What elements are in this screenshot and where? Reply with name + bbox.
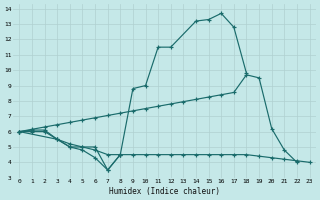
X-axis label: Humidex (Indice chaleur): Humidex (Indice chaleur): [109, 187, 220, 196]
